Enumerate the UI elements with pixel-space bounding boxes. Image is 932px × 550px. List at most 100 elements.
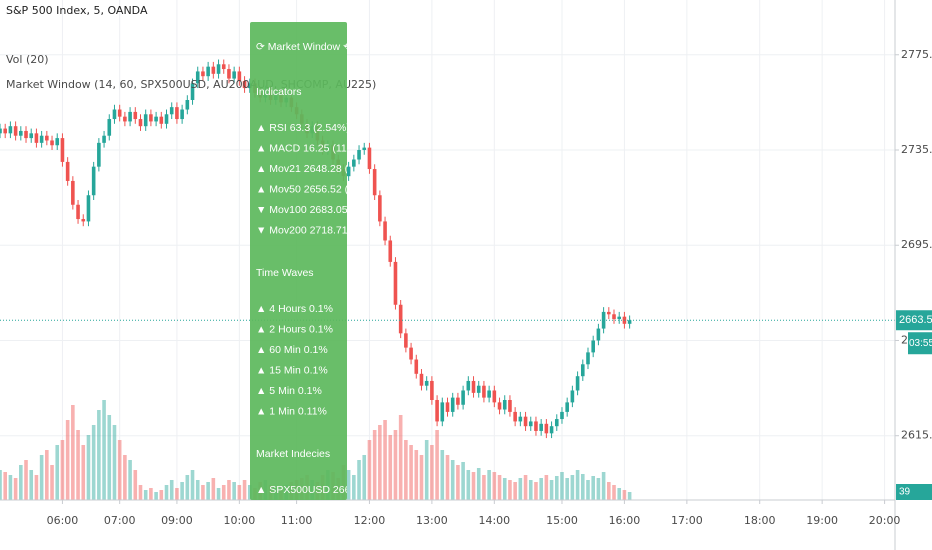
- candle-body: [409, 347, 413, 360]
- candle-body: [565, 402, 569, 412]
- candle-body: [175, 107, 179, 120]
- volume-bar: [534, 482, 538, 500]
- candle-body: [39, 135, 44, 143]
- volume-bar: [352, 475, 356, 500]
- candle-body: [513, 411, 517, 422]
- volume-bar: [91, 425, 96, 500]
- candle-body: [580, 364, 585, 377]
- candle-body: [440, 402, 445, 422]
- panel-line: ▲ 15 Min 0.1%: [256, 364, 328, 376]
- candle-body: [107, 119, 112, 136]
- volume-bar: [65, 420, 70, 500]
- x-tick-label: 20:00: [869, 514, 901, 527]
- candle-body: [227, 69, 231, 79]
- volume-bar: [357, 460, 361, 500]
- panel-line: ▲ SPX500USD 2663.25 (0.1%): [256, 484, 405, 496]
- volume-bar: [164, 485, 169, 500]
- candle-body: [97, 142, 101, 167]
- volume-bar: [565, 478, 569, 500]
- volume-bar: [123, 455, 127, 500]
- volume-bar: [211, 478, 216, 500]
- volume-bar: [560, 472, 564, 500]
- volume-bar: [247, 485, 252, 500]
- candle-body: [627, 320, 632, 324]
- candle-body: [8, 126, 13, 134]
- volume-bar: [50, 465, 54, 500]
- volume-bar: [175, 488, 179, 500]
- candle-body: [55, 138, 60, 146]
- last-price-tag: [896, 310, 932, 331]
- volume-bar: [71, 405, 75, 500]
- x-tick-label: 10:00: [224, 514, 256, 527]
- volume-bar: [445, 455, 450, 500]
- panel-line: ▼ Mov200 2718.71 (-0.02%): [256, 224, 391, 236]
- panel-line: ▲ 4 Hours 0.1%: [256, 303, 333, 315]
- candle-body: [482, 385, 486, 398]
- volume-bar: [8, 475, 13, 500]
- candle-body: [461, 390, 465, 405]
- candle-body: [372, 169, 377, 196]
- candle-body: [497, 402, 502, 410]
- panel-heading: Time Waves: [256, 267, 314, 279]
- panel-line: ▲ RSI 63.3 (2.54%): [256, 122, 350, 134]
- candle-body: [607, 311, 611, 315]
- volume-bar: [232, 482, 236, 500]
- volume-bar: [107, 415, 112, 500]
- panel-title: ⟳ Market Window ⟲: [256, 41, 352, 53]
- volume-bar: [19, 465, 23, 500]
- candle-body: [398, 304, 403, 334]
- candle-body: [247, 83, 252, 89]
- volume-bar: [492, 472, 497, 500]
- x-tick-label: 07:00: [104, 514, 136, 527]
- candle-body: [534, 421, 538, 431]
- candle-body: [211, 66, 216, 74]
- candle-body: [414, 359, 419, 374]
- volume-bar: [461, 462, 465, 500]
- candle-body: [445, 402, 450, 412]
- volume-bar: [169, 480, 174, 500]
- candle-body: [86, 195, 91, 222]
- volume-bar: [128, 460, 132, 500]
- volume-bar: [622, 490, 627, 500]
- candle-body: [383, 221, 387, 241]
- candle-body: [502, 400, 507, 410]
- volume-bar: [440, 450, 445, 500]
- panel-heading: Indicators: [256, 86, 302, 98]
- candle-body: [544, 423, 549, 434]
- volume-bar: [617, 488, 622, 500]
- volume-bar: [388, 435, 393, 500]
- countdown-tag: [908, 332, 932, 355]
- candle-body: [128, 111, 132, 122]
- candle-body: [201, 71, 205, 77]
- y-tick-label: 2735.0: [901, 143, 932, 156]
- candle-body: [612, 314, 616, 320]
- candle-body: [112, 109, 117, 120]
- volume-bar: [607, 482, 611, 500]
- volume-bar: [596, 478, 601, 500]
- candle-body: [450, 397, 455, 412]
- y-tick-label: 2695.0: [901, 238, 932, 251]
- candle-body: [404, 333, 408, 348]
- candle-body: [102, 135, 106, 143]
- candle-body: [471, 380, 476, 393]
- volume-bar: [435, 430, 439, 500]
- candle-body: [357, 150, 361, 160]
- volume-bar: [86, 435, 91, 500]
- volume-bar: [76, 430, 80, 500]
- candle-body: [34, 133, 39, 143]
- candle-body: [388, 240, 393, 262]
- candle-body: [216, 64, 221, 74]
- volume-bar: [112, 425, 117, 500]
- volume-bar: [55, 445, 60, 500]
- volume-bar: [518, 478, 523, 500]
- panel-line: ▲ MACD 16.25 (11.42%): [256, 142, 374, 154]
- volume-bar: [45, 450, 49, 500]
- candle-body: [476, 385, 481, 393]
- panel-line: ▲ 1 Min 0.11%: [256, 405, 327, 417]
- x-tick-label: 15:00: [546, 514, 578, 527]
- volume-bar: [575, 470, 580, 500]
- volume-bar: [185, 475, 190, 500]
- panel-background: [250, 22, 347, 500]
